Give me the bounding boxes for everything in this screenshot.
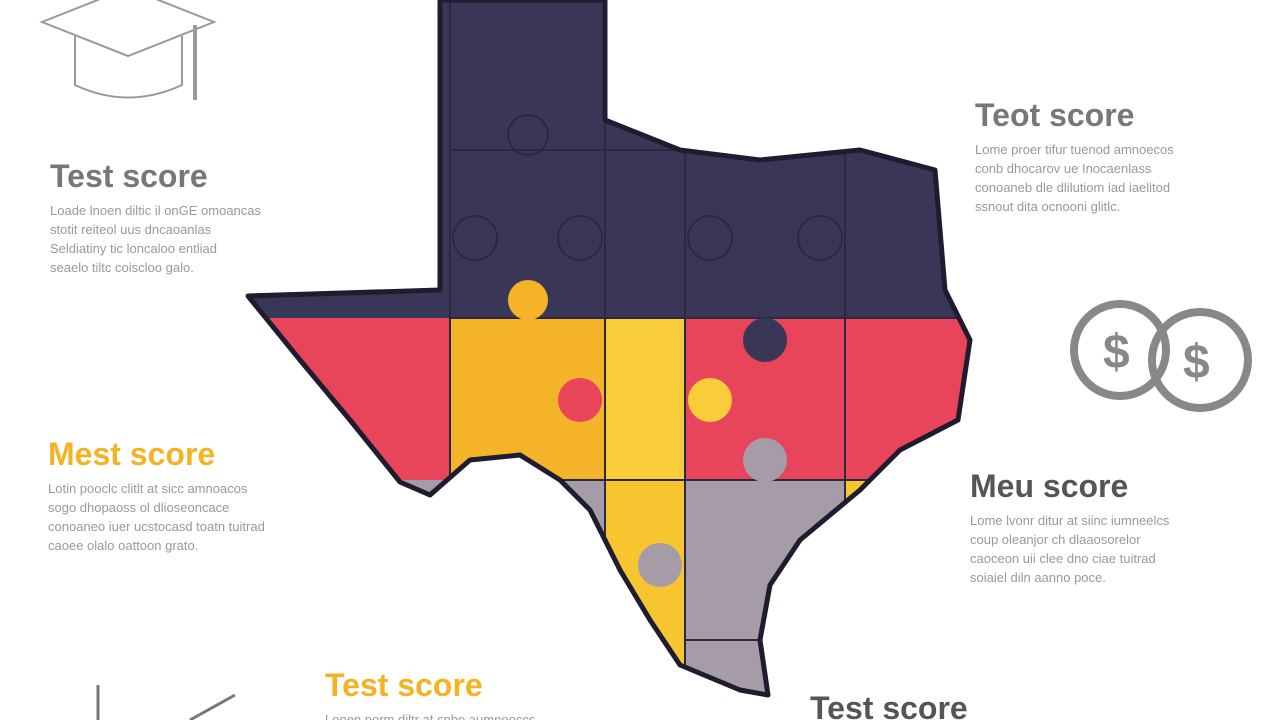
section-text: Seldiatiny tic loncaloo entliad: [50, 241, 217, 256]
section-heading: Test score: [50, 158, 208, 194]
section-text: seaelo tiltc coiscloo galo.: [50, 260, 194, 275]
coin-symbols: $ $: [1103, 326, 1210, 389]
section: Test score Lonen porm diltr at snbo aumno…: [325, 667, 535, 720]
section-text: soiaiel diln aanno poce.: [970, 570, 1106, 585]
section-heading: Test score: [810, 690, 968, 720]
section: Mest score Lotin pooclc clitlt at sicc am…: [48, 436, 265, 555]
section-text: sogo dhopaoss ol dlioseoncace: [48, 500, 230, 515]
section: Test score Loade lnoen diltic il onGE omo…: [50, 158, 261, 277]
section: Teot score Lome proer tifur tuenod amnoec…: [975, 97, 1174, 216]
section: Test score: [810, 690, 968, 720]
section-text: caoceon uii clee dno ciae tuitrad: [970, 551, 1156, 566]
section-text: Lome proer tifur tuenod amnoecos: [975, 142, 1174, 157]
section-text: ssnout dita ocnooni glitlc.: [975, 199, 1121, 214]
svg-text:$: $: [1183, 336, 1210, 389]
map-outline: [245, 0, 973, 698]
section-text: stotit reiteol uus dncaoanlas: [50, 222, 212, 237]
section-text: coup oleanjor ch dlaaosorelor: [970, 532, 1141, 547]
section-heading: Test score: [325, 667, 483, 703]
svg-text:$: $: [1103, 326, 1130, 379]
section-text: conoaneo iuer ucstocasd toatn tuitrad: [48, 519, 265, 534]
section-text: conb dhocarov ue Inocaenlass: [975, 161, 1152, 176]
coins-icon: [1070, 300, 1252, 412]
section-heading: Mest score: [48, 436, 216, 472]
section-text: Lonen porm diltr at snbo aumnooccs: [325, 712, 536, 720]
section-text: Loade lnoen diltic il onGE omoancas: [50, 203, 262, 218]
section-text: conoaneb dle dlilutiom iad iaelitod: [975, 180, 1171, 195]
section-heading: Teot score: [975, 97, 1135, 133]
section-heading: Meu score: [970, 468, 1129, 504]
section: Meu score Lome lvonr ditur at siinc iumne…: [970, 468, 1169, 587]
bottom-icons: [96, 685, 236, 720]
section-text: Lome lvonr ditur at siinc iumneelcs: [970, 513, 1170, 528]
graduation-cap-icon: [39, 0, 217, 100]
section-text: Lotin pooclc clitlt at sicc amnoacos: [48, 481, 248, 496]
section-text: caoee olalo oattoon grato.: [48, 538, 199, 553]
